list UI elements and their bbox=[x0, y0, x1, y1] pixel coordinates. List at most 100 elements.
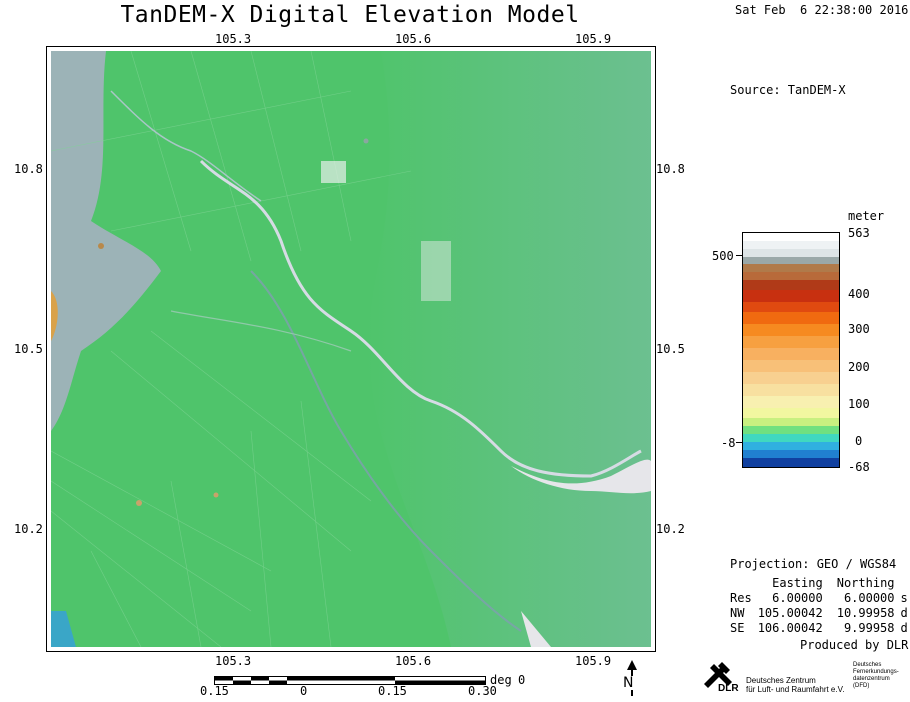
colorbar-label-200: 200 bbox=[848, 360, 870, 374]
top-tick-2: 105.6 bbox=[395, 32, 432, 46]
dfd-line2: Fernerkundungs- bbox=[853, 669, 899, 675]
header-easting: Easting bbox=[772, 576, 823, 590]
west-hill bbox=[51, 291, 58, 341]
cb-band bbox=[743, 241, 839, 249]
dlr-name-line1: Deutsches Zentrum bbox=[746, 676, 816, 685]
cb-band bbox=[743, 312, 839, 324]
hill-1 bbox=[136, 500, 142, 506]
right-tick-3: 10.2 bbox=[656, 522, 685, 536]
cb-band bbox=[743, 336, 839, 348]
cb-band bbox=[743, 249, 839, 257]
coord-label: NW bbox=[730, 606, 745, 620]
coord-header-row: Easting Northing bbox=[730, 576, 908, 591]
coord-northing: 6.00000 bbox=[843, 591, 895, 605]
header-northing: Northing bbox=[836, 576, 895, 590]
coord-unit: d bbox=[900, 606, 908, 620]
elevation-map[interactable] bbox=[51, 51, 651, 647]
cb-band bbox=[743, 290, 839, 302]
cb-band bbox=[743, 434, 839, 442]
coord-label: SE bbox=[730, 621, 745, 635]
coord-row-res: Res 6.00000 6.00000 s bbox=[730, 591, 908, 606]
cb-band bbox=[743, 302, 839, 312]
colorbar-label-min: -68 bbox=[848, 460, 870, 474]
highland-patch-1 bbox=[321, 161, 346, 183]
coord-unit: s bbox=[900, 591, 908, 605]
dfd-name-block: Deutsches Fernerkundungs- datenzentrum (… bbox=[853, 662, 899, 690]
river-mouth bbox=[511, 459, 651, 494]
coord-easting: 105.00042 bbox=[757, 606, 823, 620]
coord-row-nw: NW 105.00042 10.99958 d bbox=[730, 606, 908, 621]
colorbar-label-max: 563 bbox=[848, 226, 870, 240]
hill-3 bbox=[363, 138, 369, 144]
produced-by: Produced by DLR bbox=[800, 638, 909, 652]
scale-seg bbox=[305, 677, 395, 681]
top-tick-3: 105.9 bbox=[575, 32, 612, 46]
dlr-name-line2: für Luft- und Raumfahrt e.V. bbox=[746, 685, 845, 694]
coord-easting: 6.00000 bbox=[772, 591, 823, 605]
hill-4 bbox=[98, 243, 104, 249]
cb-band bbox=[743, 264, 839, 272]
scale-tick-1: 0.15 bbox=[200, 684, 229, 698]
bottom-tick-2: 105.6 bbox=[395, 654, 432, 668]
cb-band bbox=[743, 450, 839, 458]
northwest-river bbox=[110, 90, 262, 202]
west-water-area bbox=[51, 51, 161, 431]
dlr-logo-icon bbox=[704, 662, 732, 688]
dlr-logo-text: DLR bbox=[718, 683, 739, 694]
colorbar-label-300: 300 bbox=[848, 322, 870, 336]
scale-tick-4: 0.30 bbox=[468, 684, 497, 698]
cb-band bbox=[743, 408, 839, 418]
scale-seg bbox=[287, 677, 305, 681]
left-tick-3: 10.2 bbox=[14, 522, 43, 536]
timestamp: Sat Feb 6 22:38:00 2016 bbox=[735, 3, 909, 17]
right-tick-1: 10.8 bbox=[656, 162, 685, 176]
cb-band bbox=[743, 418, 839, 426]
dfd-line4: (DFD) bbox=[853, 683, 870, 689]
coord-northing: 9.99958 bbox=[843, 621, 895, 635]
scale-tick-2: 0 bbox=[300, 684, 308, 698]
main-river bbox=[199, 159, 642, 478]
colorbar bbox=[742, 232, 840, 468]
scale-seg bbox=[269, 680, 287, 684]
left-tick-1: 10.8 bbox=[14, 162, 43, 176]
projection-label: Projection: GEO / WGS84 bbox=[730, 557, 897, 571]
dfd-line1: Deutsches bbox=[853, 662, 882, 668]
cb-band bbox=[743, 272, 839, 280]
coord-easting: 106.00042 bbox=[757, 621, 823, 635]
colorbar-label-100: 100 bbox=[848, 397, 870, 411]
scale-seg bbox=[215, 677, 233, 681]
coord-row-se: SE 106.00042 9.99958 d bbox=[730, 621, 908, 636]
dlr-name-block: Deutsches Zentrum für Luft- und Raumfahr… bbox=[746, 676, 844, 694]
delta-area bbox=[366, 51, 651, 647]
scale-seg bbox=[395, 680, 485, 684]
source-label: Source: TanDEM-X bbox=[730, 83, 846, 97]
southwest-highland bbox=[51, 611, 76, 647]
right-tick-2: 10.5 bbox=[656, 342, 685, 356]
bottom-tick-3: 105.9 bbox=[575, 654, 612, 668]
scale-bar bbox=[214, 676, 486, 685]
scale-bar-svg bbox=[215, 677, 485, 684]
dlr-logo bbox=[700, 660, 746, 694]
colorbar-label-400: 400 bbox=[848, 287, 870, 301]
north-label: N bbox=[623, 675, 634, 691]
colorbar-left-label-500: 500 bbox=[712, 249, 734, 263]
cb-band bbox=[743, 372, 839, 384]
cb-band bbox=[743, 280, 839, 290]
cb-band bbox=[743, 324, 839, 336]
left-tick-2: 10.5 bbox=[14, 342, 43, 356]
canal bbox=[170, 310, 352, 352]
cb-band bbox=[743, 458, 839, 467]
cb-band bbox=[743, 233, 839, 241]
top-tick-1: 105.3 bbox=[215, 32, 252, 46]
colorbar-left-label-neg8: -8 bbox=[721, 436, 736, 450]
colorbar-svg bbox=[743, 233, 839, 467]
bottom-tick-1: 105.3 bbox=[215, 654, 252, 668]
branch-river bbox=[250, 270, 522, 632]
hill-2 bbox=[213, 492, 219, 498]
coord-unit: d bbox=[900, 621, 908, 635]
highland-patch-2 bbox=[421, 241, 451, 301]
colorbar-marker-500 bbox=[736, 255, 742, 256]
cb-band bbox=[743, 348, 839, 360]
map-title: TanDEM-X Digital Elevation Model bbox=[120, 2, 580, 28]
cb-band bbox=[743, 396, 839, 408]
